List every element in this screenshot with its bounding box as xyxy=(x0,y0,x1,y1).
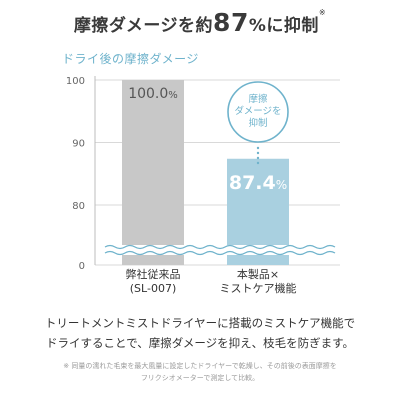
headline: 摩擦ダメージを約87%に抑制※ xyxy=(0,8,400,37)
category-label-1-1: ミストケア機能 xyxy=(220,281,297,295)
headline-tail: に抑制 xyxy=(266,16,319,36)
category-label-1-0: 本製品× xyxy=(237,267,279,281)
category-label-0-0: 弊社従来品 xyxy=(126,267,181,281)
headline-main: 摩擦ダメージを約 xyxy=(73,16,214,36)
description-line-2: ドライすることで、摩擦ダメージを抑え、枝毛を防ぎます。 xyxy=(46,336,354,350)
y-tick-label-0: 0 xyxy=(79,261,85,272)
footnote-line-2: フリクシオメーターで測定して比較。 xyxy=(140,374,260,382)
y-tick-label-100: 100 xyxy=(66,76,85,87)
headline-unit: % xyxy=(248,16,267,36)
bar-0 xyxy=(122,80,184,265)
bar-chart: 0 80 90 100 100.0% 87.4% 弊社従来品(SL-007) 本製品×ミストケ… xyxy=(66,76,340,295)
chart-title: ドライ後の摩擦ダメージ xyxy=(62,52,199,66)
callout-circle xyxy=(227,81,289,143)
footnote: ※ 同量の濡れた毛束を最大風量に設定したドライヤーで乾燥し、その前後の表面摩擦を… xyxy=(0,360,400,384)
axis-break-band xyxy=(103,245,328,255)
callout-dot-2 xyxy=(256,156,260,160)
callout-dot-3 xyxy=(256,161,260,165)
y-tick-label-80: 80 xyxy=(72,201,85,212)
callout-dot-1 xyxy=(256,151,260,155)
footnote-line-1: ※ 同量の濡れた毛束を最大風量に設定したドライヤーで乾燥し、その前後の表面摩擦を xyxy=(63,362,337,370)
headline-number: 87 xyxy=(213,8,249,37)
callout-line-3: 抑制 xyxy=(248,117,267,129)
description-line-1: トリートメントミストドライヤーに搭載のミストケア機能で xyxy=(44,316,356,330)
axis-break-wave-1 xyxy=(104,244,336,250)
callout-line-2: ダメージを xyxy=(234,105,281,117)
headline-mark: ※ xyxy=(318,8,327,17)
callout-line-1: 摩擦 xyxy=(248,93,268,105)
y-tick-label-90: 90 xyxy=(72,139,85,150)
callout-dot-0 xyxy=(256,146,260,150)
description: トリートメントミストドライヤーに搭載のミストケア機能で ドライすることで、摩擦ダ… xyxy=(0,313,400,353)
category-label-0-1: (SL-007) xyxy=(130,282,176,295)
value-label-1: 87.4% xyxy=(229,172,287,194)
axis-break-wave-2 xyxy=(104,250,336,256)
value-label-0: 100.0% xyxy=(128,86,178,102)
